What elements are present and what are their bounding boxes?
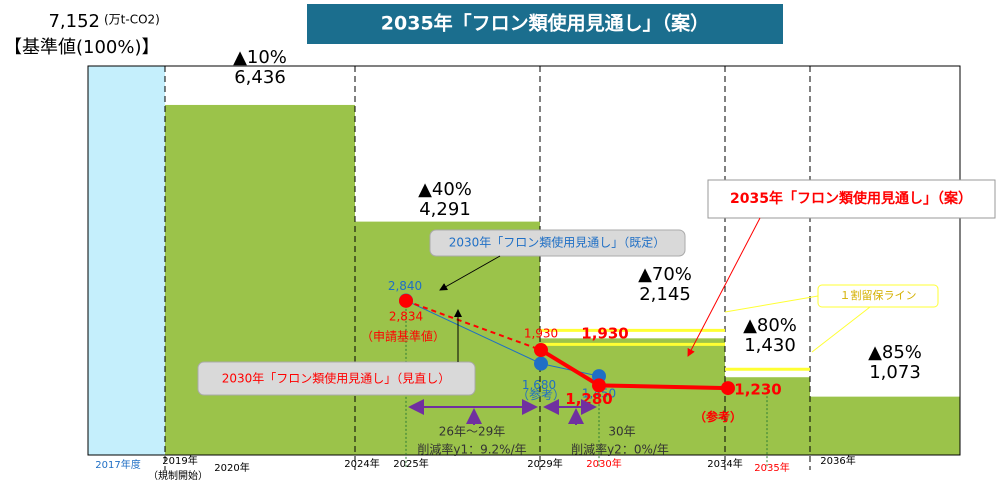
x-tick-label: 2019年 (162, 454, 197, 467)
annotation: 26年～29年 (439, 425, 506, 439)
value-label: 1,430 (744, 335, 796, 356)
annotation: （参考） (517, 387, 565, 402)
chart-title: 2035年「フロン類使用見通し」（案） (381, 12, 709, 35)
point (592, 378, 606, 393)
point (399, 293, 413, 308)
reserve-label: １割留保ライン (840, 288, 917, 302)
point (534, 343, 548, 358)
point-label: 1,930 (524, 327, 558, 341)
value-label: 1,073 (869, 362, 921, 383)
legend-box (429, 229, 686, 257)
value-label: 4,291 (419, 199, 471, 220)
bar (88, 66, 165, 455)
x-tick-label: 2036年 (820, 454, 855, 467)
reduction-label: ▲80% (743, 315, 797, 336)
annotation: 削減率y1：9.2%/年 (417, 442, 526, 457)
x-tick-label: 2034年 (707, 457, 742, 470)
x-tick-label: （規制開始） (148, 469, 208, 482)
callout (724, 295, 819, 313)
x-tick-label: 2020年 (214, 461, 249, 474)
callout (811, 306, 871, 353)
value-label: 6,436 (234, 67, 286, 88)
reduction-label: ▲85% (868, 342, 922, 363)
x-tick-label: 2017年度 (95, 458, 140, 471)
plot-frame (87, 65, 961, 456)
point-label: 1,230 (734, 381, 781, 399)
legend-box (197, 361, 476, 396)
legend-label: 2035年「フロン類使用見通し」（案） (730, 190, 972, 207)
annotation: 30年 (608, 425, 635, 439)
point (721, 381, 735, 396)
callout (687, 217, 761, 357)
point-label: 1,680 (522, 378, 556, 392)
point-label: 1,930 (581, 325, 628, 343)
bar (540, 338, 725, 455)
annotation: （参考） (694, 409, 742, 424)
unit: (万t-CO2) (104, 13, 160, 27)
legend-box (707, 179, 996, 219)
annotation: （申請基準値） (361, 328, 445, 343)
x-tick-label: 2024年 (344, 457, 379, 470)
reduction-label: ▲10% (233, 47, 287, 68)
point-label: 1,280 (565, 390, 612, 408)
baseline-value: 7,152 (48, 11, 100, 32)
series-line (405, 299, 542, 351)
x-tick-label: 2029年 (527, 457, 562, 470)
callout (439, 255, 501, 291)
legend-label: 2030年「フロン類使用見通し」（既定） (449, 235, 666, 250)
reduction-label: ▲70% (638, 264, 692, 285)
point-label: 2,840 (388, 279, 422, 293)
point (534, 356, 548, 371)
reduction-label: ▲40% (418, 179, 472, 200)
x-tick-label: 2035年 (754, 461, 789, 474)
point-label: 2,834 (389, 309, 423, 323)
point-label: 1,450 (582, 387, 616, 401)
bar (810, 396, 960, 455)
baseline-label: 【基準値(100%)】 (4, 37, 160, 58)
x-tick-label: 2025年 (393, 457, 428, 470)
overlay: ▲10%6,436 ▲40%4,291 ▲70%2,145 ▲80%1,430 ▲85%… (95, 47, 996, 482)
x-tick-label: 2030年 (586, 457, 621, 470)
value-label: 2,145 (639, 284, 691, 305)
bar (165, 104, 355, 455)
title-box (307, 4, 783, 44)
annotation: 削減率y2：0%/年 (571, 442, 669, 457)
legend-label: 2030年「フロン類使用見通し」（見直し） (222, 371, 451, 386)
